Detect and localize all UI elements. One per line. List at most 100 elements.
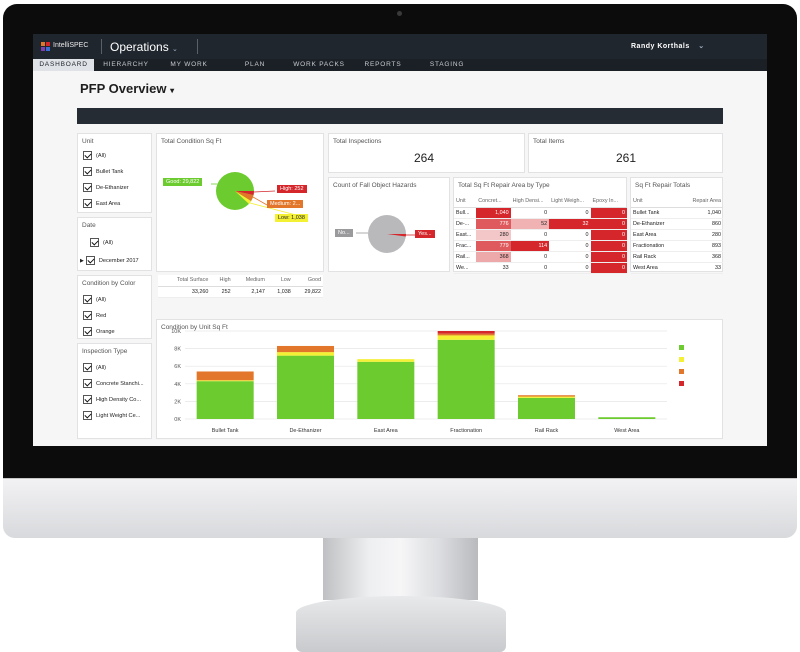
- bar-segment[interactable]: [196, 380, 254, 382]
- filter-checkbox[interactable]: ▶ December 2017: [80, 255, 139, 266]
- user-name: Randy Korthals: [631, 43, 690, 50]
- bar-segment[interactable]: [437, 339, 495, 419]
- column-header: Unit: [631, 196, 680, 208]
- camera-dot: [397, 11, 402, 16]
- table-row[interactable]: Rail Rack 368: [631, 251, 723, 263]
- table-cell: 0: [549, 229, 591, 241]
- date-filter-panel: Date (All) ▶ December 2017: [77, 217, 152, 271]
- bar-segment[interactable]: [277, 355, 334, 419]
- repair-totals-title: Sq Ft Repair Totals: [635, 182, 691, 189]
- checkbox-icon: [83, 167, 92, 176]
- filter-checkbox[interactable]: (All): [83, 362, 106, 373]
- unit-filter-panel: Unit (All) Bullet Tank De-Ethanizer East…: [77, 133, 152, 213]
- tab-hierarchy[interactable]: HIERARCHY: [103, 61, 149, 68]
- tab-work-packs[interactable]: WORK PACKS: [293, 61, 345, 68]
- tab-dashboard[interactable]: DASHBOARD: [33, 59, 94, 71]
- bar-segment[interactable]: [357, 361, 415, 419]
- table-cell: 893: [679, 240, 723, 252]
- table-row[interactable]: Rail... 368 0 0 0: [454, 251, 627, 263]
- pie-label-no: No...: [335, 229, 353, 237]
- table-header-row: Unit Repair Area: [631, 196, 723, 208]
- table-cell: Rail Rack: [631, 251, 680, 263]
- bar-segment[interactable]: [437, 335, 495, 340]
- bar-segment[interactable]: [437, 331, 495, 334]
- filter-checkbox[interactable]: Concrete Stanchi...: [83, 378, 144, 389]
- filter-checkbox[interactable]: (All): [83, 294, 106, 305]
- table-cell: 2,147: [232, 286, 267, 298]
- table-cell: 280: [679, 229, 723, 241]
- intellispec-logo-icon: [41, 42, 50, 51]
- table-cell: 33: [476, 262, 511, 274]
- app-title[interactable]: Operations ⌄: [110, 40, 178, 54]
- filter-checkbox[interactable]: De-Ethanizer: [83, 182, 129, 193]
- filter-label: (All): [96, 296, 106, 303]
- bar-segment[interactable]: [518, 395, 575, 397]
- filter-checkbox[interactable]: Light Weight Ce...: [83, 410, 140, 421]
- bar-segment[interactable]: [518, 397, 575, 419]
- table-row[interactable]: West Area 33: [631, 262, 723, 274]
- filter-checkbox[interactable]: Red: [83, 310, 106, 321]
- legend-swatch[interactable]: [679, 381, 684, 386]
- monitor-chin: [3, 478, 797, 538]
- filter-checkbox[interactable]: Orange: [83, 326, 115, 337]
- page-title[interactable]: PFP Overview ▾: [80, 81, 174, 96]
- table-cell: 0: [510, 207, 550, 219]
- pie-slice-yes[interactable]: [387, 234, 406, 237]
- bar-segment[interactable]: [518, 396, 575, 398]
- table-row[interactable]: Frac... 779 114 0 0: [454, 240, 627, 252]
- filter-checkbox[interactable]: (All): [83, 150, 106, 161]
- column-header: High: [210, 275, 233, 287]
- tab-reports[interactable]: REPORTS: [364, 61, 402, 68]
- filter-checkbox[interactable]: East Area: [83, 198, 120, 209]
- fall-hazards-pie: [356, 215, 415, 253]
- leader-line: [252, 196, 268, 206]
- condition-by-unit-chart: 0K 2K 4K 6K 8K 10K Bullet Tank De-Ethanizer East…: [171, 329, 684, 434]
- chevron-down-icon: ⌄: [698, 43, 705, 50]
- table-row[interactable]: De-Ethanizer 860: [631, 218, 723, 230]
- repair-by-type-panel: Total Sq Ft Repair Area by Type Unit Con…: [453, 177, 627, 274]
- pie-slice-low[interactable]: [235, 191, 251, 204]
- table-row[interactable]: Fractionation 893: [631, 240, 723, 252]
- table-cell: 0: [549, 240, 591, 252]
- pie-slice-medium[interactable]: [235, 191, 254, 201]
- tab-plan[interactable]: PLAN: [244, 61, 266, 68]
- legend-swatch[interactable]: [679, 357, 684, 362]
- tab-my-work[interactable]: MY WORK: [170, 61, 208, 68]
- repair-totals-table: Unit Repair Area Bullet Tank 1,040 De-Eth…: [631, 196, 723, 274]
- tab-staging[interactable]: STAGING: [429, 61, 465, 68]
- filter-checkbox[interactable]: Bullet Tank: [83, 166, 123, 177]
- table-cell: 0: [549, 251, 591, 263]
- table-row[interactable]: Bullet Tank 1,040: [631, 207, 723, 219]
- table-row[interactable]: East... 280 0 0 0: [454, 229, 627, 241]
- table-row[interactable]: We... 33 0 0 0: [454, 262, 627, 274]
- filter-checkbox[interactable]: (All): [90, 237, 113, 248]
- bar-segment[interactable]: [598, 417, 656, 419]
- table-cell: Bullet Tank: [631, 207, 680, 219]
- legend-swatch[interactable]: [679, 345, 684, 350]
- bar-segment[interactable]: [196, 371, 254, 381]
- checkbox-icon: [85, 256, 95, 265]
- pie-slice-high[interactable]: [235, 191, 254, 195]
- table-row[interactable]: Bull... 1,040 0 0 0: [454, 207, 627, 219]
- bar-segment[interactable]: [277, 345, 334, 353]
- filter-label: December 2017: [98, 257, 139, 264]
- x-tick-label: West Area: [614, 428, 640, 434]
- bar-segment[interactable]: [196, 381, 254, 419]
- app-title-label: Operations: [110, 40, 169, 54]
- expand-arrow-icon[interactable]: ▶: [80, 257, 84, 264]
- table-cell: 0: [590, 251, 627, 263]
- filter-checkbox[interactable]: High Density Co...: [83, 394, 141, 405]
- table-row[interactable]: De-... 776 52 32 0: [454, 218, 627, 230]
- bar-segment[interactable]: [277, 352, 334, 356]
- bar-segment[interactable]: [357, 359, 415, 362]
- x-tick-label: Rail Rack: [535, 428, 559, 434]
- legend-swatch[interactable]: [679, 369, 684, 374]
- checkbox-icon: [83, 199, 92, 208]
- user-menu[interactable]: Randy Korthals ⌄: [631, 42, 705, 50]
- filter-label: Red: [96, 312, 107, 319]
- bar-segment[interactable]: [437, 333, 495, 336]
- pie-label-good: Good: 29,822: [163, 178, 203, 186]
- table-row[interactable]: East Area 280: [631, 229, 723, 241]
- table-cell: 29,822: [292, 286, 323, 298]
